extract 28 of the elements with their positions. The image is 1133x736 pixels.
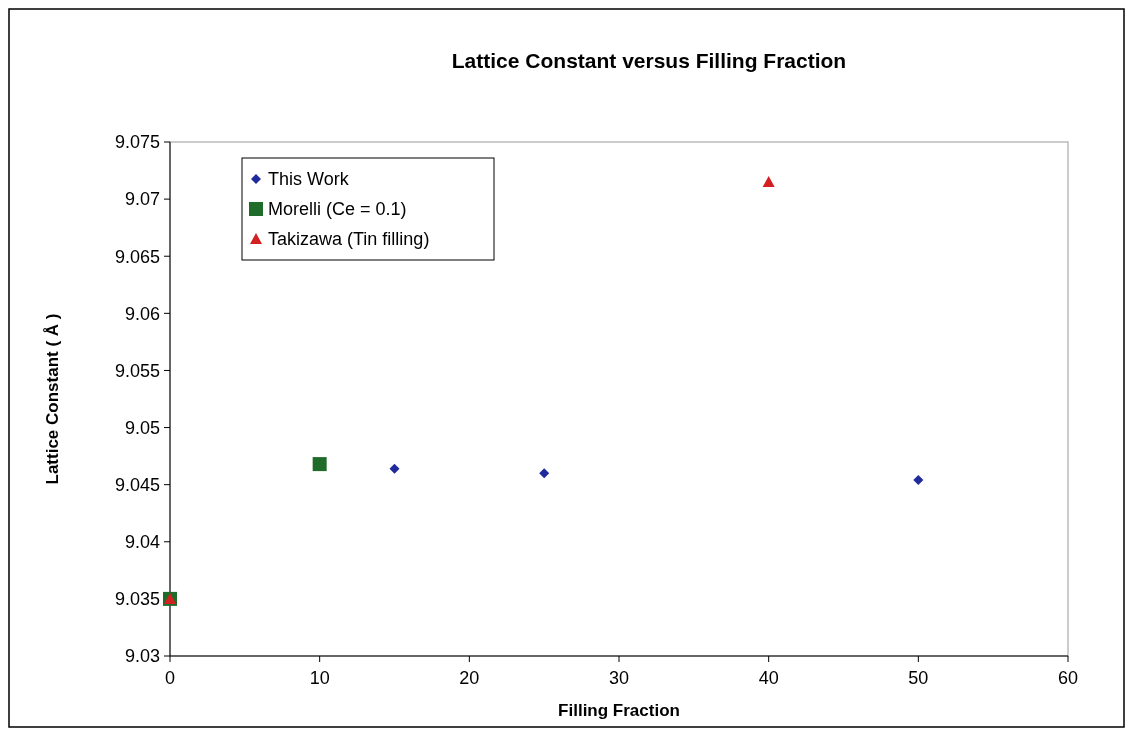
y-tick-label: 9.035 xyxy=(114,589,160,610)
point xyxy=(913,475,924,486)
point xyxy=(762,175,775,187)
y-tick-label: 9.05 xyxy=(124,417,160,438)
x-tick-label: 0 xyxy=(164,668,176,688)
x-tick-label: 10 xyxy=(309,668,330,688)
x-tick-label: 40 xyxy=(758,668,779,688)
chart-title: Lattice Constant versus Filling Fraction xyxy=(451,49,847,72)
y-tick-label: 9.06 xyxy=(124,303,160,324)
y-tick-label: 9.03 xyxy=(124,646,160,667)
y-tick-label: 9.075 xyxy=(114,132,160,153)
y-tick-label: 9.07 xyxy=(124,189,160,210)
x-axis-title: Filling Fraction xyxy=(558,701,680,720)
point xyxy=(389,463,400,474)
y-axis-title: Lattice Constant ( Å ) xyxy=(43,313,62,485)
x-tick-label: 60 xyxy=(1057,668,1079,688)
point xyxy=(312,457,327,472)
y-tick-label: 9.045 xyxy=(114,474,160,495)
y-tick-label: 9.04 xyxy=(124,532,160,553)
legend-label: Takizawa (Tin filling) xyxy=(268,229,430,250)
x-tick-label: 20 xyxy=(459,668,480,688)
y-tick-label: 9.065 xyxy=(114,246,160,267)
point xyxy=(539,468,550,479)
y-tick-label: 9.055 xyxy=(114,360,160,381)
legend-label: This Work xyxy=(268,169,350,190)
x-tick-label: 50 xyxy=(908,668,929,688)
x-tick-label: 30 xyxy=(608,668,630,688)
legend-label: Morelli (Ce = 0.1) xyxy=(268,199,407,220)
